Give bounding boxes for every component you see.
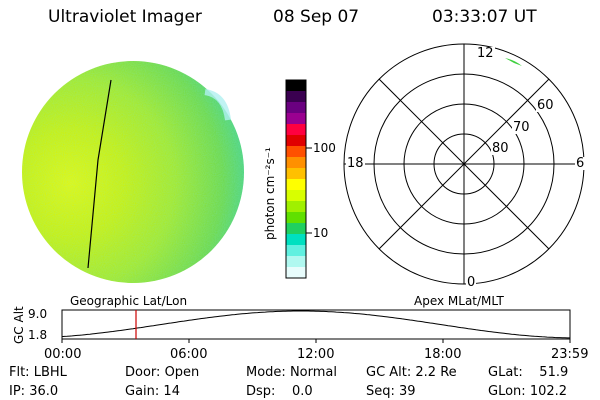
colorbar-segment (286, 245, 306, 257)
timeline-ytick-high: 9.0 (28, 307, 48, 321)
timeline-xtick-4: 23:59 (551, 347, 589, 362)
status-glat: GLat: 51.9 (488, 365, 569, 380)
colorbar-segment (286, 146, 306, 158)
status-seq: Seq: 39 (366, 384, 416, 399)
status-gc-alt: GC Alt: 2.2 Re (366, 365, 457, 380)
disk-limb-glow (204, 89, 231, 121)
timeline-xtick-2: 12:00 (297, 347, 335, 362)
colorbar-segment (286, 135, 306, 147)
disk-noise (22, 61, 244, 283)
colorbar-segment (286, 256, 306, 268)
colorbar-segment (286, 234, 306, 246)
colorbar-segment (286, 80, 306, 92)
timeline-xtick-1: 06:00 (170, 347, 208, 362)
colorbar-segment (286, 267, 306, 279)
lat-label-80: 80 (491, 141, 510, 156)
status-dsp: Dsp: 0.0 (246, 384, 313, 399)
status-flt: Flt: LBHL (9, 365, 67, 380)
status-door: Door: Open (125, 365, 200, 380)
mlt-label-6: 6 (575, 156, 586, 171)
colorbar-tick-10: 10 (313, 226, 329, 240)
timeline-xtick-3: 18:00 (424, 347, 462, 362)
status-gain: Gain: 14 (125, 384, 180, 399)
colorbar-segment (286, 212, 306, 224)
mlt-label-0: 0 (466, 275, 477, 290)
colorbar-segment (286, 179, 306, 191)
colorbar-segment (286, 223, 306, 235)
status-mode: Mode: Normal (246, 365, 337, 380)
colorbar-segment (286, 201, 306, 213)
mlt-label-18: 18 (346, 156, 365, 171)
lat-label-60: 60 (536, 98, 555, 113)
timeline-ytick-low: 1.8 (28, 328, 48, 342)
date-label: 08 Sep 07 (273, 7, 360, 27)
colorbar-segment (286, 102, 306, 114)
status-glon: GLon: 102.2 (488, 384, 568, 399)
orbit-altitude-curve (61, 310, 570, 339)
colorbar-segment (286, 190, 306, 202)
colorbar-tick-100: 100 (313, 141, 336, 155)
colorbar-segment (286, 91, 306, 103)
terminator-line (87, 79, 112, 269)
colorbar-segment (286, 157, 306, 169)
mlt-label-12: 12 (476, 46, 495, 61)
timeline-xtick-0: 00:00 (44, 347, 82, 362)
colorbar-segment (286, 113, 306, 125)
colorbar-segment (286, 168, 306, 180)
polar-aurora-patch (505, 58, 522, 66)
timeline-right-label: Apex MLat/MLT (414, 294, 504, 308)
imager-title: Ultraviolet Imager (48, 7, 202, 27)
timeline-left-label: Geographic Lat/Lon (70, 294, 188, 308)
lat-label-70: 70 (512, 120, 531, 135)
colorbar-segment (286, 124, 306, 136)
time-label: 03:33:07 UT (432, 7, 537, 27)
status-ip: IP: 36.0 (9, 384, 59, 399)
